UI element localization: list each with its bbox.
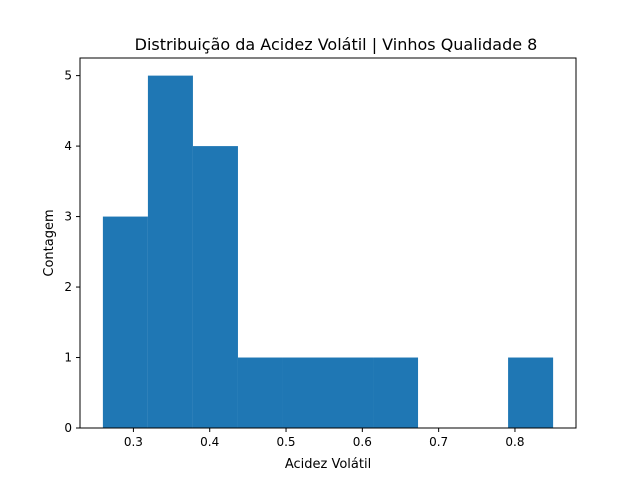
bars-group bbox=[102, 75, 554, 428]
y-tick-label: 2 bbox=[64, 280, 72, 294]
x-tick-label: 0.3 bbox=[124, 435, 143, 449]
plot-frame bbox=[79, 57, 577, 429]
histogram-bar bbox=[192, 146, 238, 428]
y-tick-label: 4 bbox=[64, 139, 72, 153]
y-axis-label: Contagem bbox=[42, 209, 57, 276]
histogram-bar bbox=[282, 357, 328, 428]
y-tick-label: 1 bbox=[64, 351, 72, 365]
histogram-bar bbox=[237, 357, 283, 428]
x-axis-label: Acidez Volátil bbox=[285, 457, 371, 472]
x-tick-label: 0.5 bbox=[276, 435, 295, 449]
histogram-bar bbox=[373, 357, 419, 428]
histogram-bar bbox=[328, 357, 374, 428]
chart-title: Distribuição da Acidez Volátil | Vinhos … bbox=[135, 35, 538, 54]
histogram-bar bbox=[508, 357, 554, 428]
histogram-bar bbox=[147, 75, 193, 428]
x-tick-label: 0.4 bbox=[200, 435, 219, 449]
x-axis-ticks: 0.3 0.4 0.5 0.6 0.7 0.8 bbox=[124, 428, 525, 449]
x-tick-label: 0.6 bbox=[353, 435, 372, 449]
x-tick-label: 0.7 bbox=[429, 435, 448, 449]
y-tick-label: 5 bbox=[64, 69, 72, 83]
x-tick-label: 0.8 bbox=[505, 435, 524, 449]
y-tick-label: 0 bbox=[64, 421, 72, 435]
y-axis-ticks: 0 1 2 3 4 5 bbox=[64, 69, 80, 435]
histogram-bar bbox=[102, 216, 148, 428]
y-tick-label: 3 bbox=[64, 210, 72, 224]
